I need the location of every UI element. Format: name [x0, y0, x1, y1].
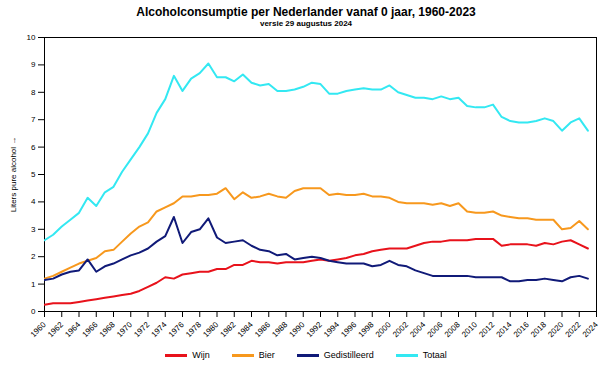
svg-text:9: 9 [31, 60, 36, 69]
svg-text:6: 6 [31, 143, 36, 152]
svg-text:2012: 2012 [477, 320, 496, 339]
svg-text:1980: 1980 [201, 320, 220, 339]
html-text:versie 29 augustus 2024: versie 29 augustus 2024 [260, 19, 352, 28]
html-text:Alcoholconsumptie per Nederlan: Alcoholconsumptie per Nederlander vanaf … [136, 5, 476, 19]
svg-text:1964: 1964 [63, 320, 82, 339]
svg-text:1972: 1972 [132, 320, 151, 339]
svg-text:1978: 1978 [184, 320, 203, 339]
svg-text:4: 4 [31, 197, 36, 206]
svg-text:1992: 1992 [305, 320, 324, 339]
svg-text:1966: 1966 [81, 320, 100, 339]
html-text:Totaal: Totaal [422, 350, 447, 360]
svg-text:1984: 1984 [236, 320, 255, 339]
svg-text:2018: 2018 [529, 320, 548, 339]
svg-text:5: 5 [31, 170, 36, 179]
html-text:Bier: Bier [258, 350, 275, 360]
svg-text:1962: 1962 [46, 320, 65, 339]
svg-text:2014: 2014 [495, 320, 514, 339]
svg-text:1990: 1990 [288, 320, 307, 339]
svg-text:2010: 2010 [460, 320, 479, 339]
svg-text:2000: 2000 [374, 320, 393, 339]
svg-text:1974: 1974 [150, 320, 169, 339]
svg-text:3: 3 [31, 225, 36, 234]
svg-text:1998: 1998 [357, 320, 376, 339]
svg-text:2004: 2004 [408, 320, 427, 339]
svg-text:10: 10 [27, 33, 36, 42]
svg-text:1996: 1996 [339, 320, 358, 339]
svg-text:Liters pure alcohol →: Liters pure alcohol → [9, 137, 18, 213]
html-text:Wijn: Wijn [192, 350, 210, 360]
svg-text:2016: 2016 [512, 320, 531, 339]
svg-text:1968: 1968 [98, 320, 117, 339]
svg-text:2008: 2008 [443, 320, 462, 339]
svg-text:1994: 1994 [322, 320, 341, 339]
svg-text:1982: 1982 [219, 320, 238, 339]
html-text:Gedistilleerd: Gedistilleerd [323, 350, 374, 360]
svg-text:8: 8 [31, 88, 36, 97]
svg-text:2006: 2006 [426, 320, 445, 339]
svg-text:1970: 1970 [115, 320, 134, 339]
svg-text:1986: 1986 [253, 320, 272, 339]
svg-text:1988: 1988 [270, 320, 289, 339]
svg-text:1: 1 [31, 280, 36, 289]
svg-text:2024: 2024 [581, 320, 600, 339]
svg-text:2022: 2022 [564, 320, 583, 339]
svg-text:7: 7 [31, 115, 36, 124]
svg-text:2: 2 [31, 252, 36, 261]
svg-text:0: 0 [31, 307, 36, 316]
svg-text:1960: 1960 [29, 320, 48, 339]
svg-text:2020: 2020 [546, 320, 565, 339]
svg-text:2002: 2002 [391, 320, 410, 339]
svg-text:1976: 1976 [167, 320, 186, 339]
